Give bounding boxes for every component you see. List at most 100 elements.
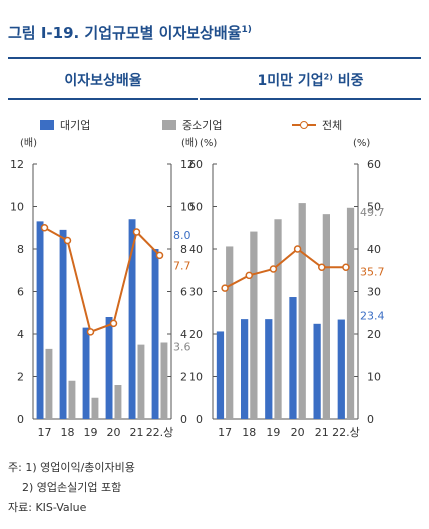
panel1-bar-large-5 xyxy=(337,319,345,419)
panel0-tick-label-left-1: 2 xyxy=(17,371,24,384)
panel0-point-total-0 xyxy=(40,224,49,232)
panel0-bar-sme-1 xyxy=(68,380,76,419)
legend-swatch-large xyxy=(40,120,54,130)
legend-item-total: 전체 xyxy=(292,117,342,133)
panel1-bar-sme-5 xyxy=(346,207,355,419)
panel0-unit-left: (배) xyxy=(20,137,37,149)
legend-swatch-sme xyxy=(162,120,176,130)
panel1-bar-sme-1 xyxy=(250,231,258,419)
panel1-bar-large-0 xyxy=(216,331,225,419)
panel0-tick-label-right-1: 2 xyxy=(180,371,187,384)
panel1-unit-right: (%) xyxy=(353,138,370,149)
panel0-x-label-4: 21 xyxy=(130,426,144,439)
panel0-bar-sme-4 xyxy=(137,344,145,419)
legend-item-sme: 중소기업 xyxy=(162,117,222,133)
panel1-line-total xyxy=(224,247,346,289)
legend-label-sme: 중소기업 xyxy=(182,119,223,132)
panel0-tick-label-right-3: 6 xyxy=(180,286,187,299)
panel1-tick-label-left-5: 50 xyxy=(189,201,203,214)
panel0-tick-label-right-5: 10 xyxy=(180,201,194,214)
legend-label-large: 대기업 xyxy=(60,119,91,132)
panel0-tick-label-right-0: 0 xyxy=(180,413,187,426)
panel1-bar-large-3 xyxy=(289,297,297,419)
panel1-point-total-2 xyxy=(269,265,278,273)
panel1-bar-sme-0 xyxy=(226,246,234,419)
panel1-bar-sme-4 xyxy=(322,214,330,419)
panel1-x-label-1: 18 xyxy=(242,426,256,439)
panel1-tick-label-left-4: 40 xyxy=(189,243,203,256)
right-panel-title: 1미만 기업2) 비중 xyxy=(257,72,364,89)
panel0-bar-large-1 xyxy=(59,229,67,419)
panel1-bar-large-2 xyxy=(265,319,273,419)
panel0-point-total-1 xyxy=(63,236,72,245)
figure-notes: 주: 1) 영업이익/총이자비용 2) 영업손실기업 포함 자료: KIS-Va… xyxy=(8,458,135,518)
panel1-tick-label-right-1: 10 xyxy=(367,371,381,384)
right-panel-rule xyxy=(200,98,421,100)
panel0-bar-large-5 xyxy=(151,249,159,419)
panel1-unit-left: (%) xyxy=(200,138,217,149)
panel0-bar-large-4 xyxy=(128,219,136,419)
panel0-bar-large-3 xyxy=(105,317,113,419)
panel1-tick-label-left-3: 30 xyxy=(189,286,203,299)
panel1-tick-label-left-6: 60 xyxy=(189,158,203,171)
panel0-bar-large-0 xyxy=(36,221,44,419)
panel0-tick-label-right-4: 8 xyxy=(180,243,187,256)
panel1-point-total-1 xyxy=(245,271,253,280)
panel1-bar-large-1 xyxy=(241,319,249,419)
panel0-x-label-0: 17 xyxy=(38,426,52,439)
panel1-x-label-0: 17 xyxy=(218,426,232,439)
panel0-line-total xyxy=(44,226,161,334)
panel1-point-total-4 xyxy=(318,263,326,272)
panel0-point-total-2 xyxy=(86,328,95,336)
panel1-tick-label-left-0: 0 xyxy=(196,413,203,426)
panel0-point-total-3 xyxy=(109,319,118,328)
legend-item-large: 대기업 xyxy=(40,117,90,133)
panel1-end-label-0: 49.7 xyxy=(360,206,385,219)
chart-legend: 대기업 중소기업 전체 xyxy=(0,117,429,133)
title-rule xyxy=(8,57,421,59)
panel1-tick-label-right-0: 0 xyxy=(367,413,374,426)
panel0-tick-label-left-2: 4 xyxy=(17,328,24,341)
note-2: 2) 영업손실기업 포함 xyxy=(22,481,122,494)
panel0-tick-label-left-4: 8 xyxy=(17,243,24,256)
panel1-tick-label-left-2: 20 xyxy=(189,328,203,341)
panel1-tick-label-right-3: 30 xyxy=(367,286,381,299)
panel0-x-label-2: 19 xyxy=(84,426,98,439)
panel0-end-label-2: 3.6 xyxy=(173,341,191,354)
panel0-bar-large-2 xyxy=(82,327,90,419)
panel0-x-label-1: 18 xyxy=(61,426,75,439)
panel0-tick-label-left-6: 12 xyxy=(10,158,24,171)
panel0-x-label-5: 22.상 xyxy=(146,426,174,439)
panel1-point-total-5 xyxy=(342,263,350,272)
panel1-tick-label-right-4: 40 xyxy=(367,243,381,256)
panel1-tick-label-right-2: 20 xyxy=(367,328,381,341)
panel0-end-label-1: 7.7 xyxy=(173,259,191,272)
left-panel-title: 이자보상배율 xyxy=(64,73,142,89)
panel0-bar-sme-0 xyxy=(45,348,53,419)
panel1-tick-label-right-5: 50 xyxy=(367,201,381,214)
panel1-x-label-4: 21 xyxy=(315,426,329,439)
panel0-bar-sme-2 xyxy=(91,397,99,419)
panel1-bar-sme-3 xyxy=(298,203,306,419)
figure-title: 그림 Ⅰ-19. 기업규모별 이자보상배율1) xyxy=(8,24,252,42)
left-panel-rule xyxy=(8,98,198,100)
panel0-bar-sme-5 xyxy=(160,342,168,419)
panel0-tick-label-right-2: 4 xyxy=(180,328,187,341)
panel1-bar-large-4 xyxy=(313,323,321,419)
source-note: 자료: KIS-Value xyxy=(8,501,87,514)
note-1: 주: 1) 영업이익/총이자비용 xyxy=(8,461,135,474)
panel1-end-label-2: 23.4 xyxy=(360,310,385,323)
panel0-tick-label-left-0: 0 xyxy=(17,413,24,426)
panel0-tick-label-left-3: 6 xyxy=(17,286,24,299)
panel1-x-label-2: 19 xyxy=(266,426,280,439)
panel1-tick-label-left-1: 10 xyxy=(189,371,203,384)
panel0-unit-right: (배) xyxy=(181,137,198,149)
panel1-end-label-1: 35.7 xyxy=(360,265,385,278)
panel0-tick-label-left-5: 10 xyxy=(10,201,24,214)
panel0-tick-label-right-6: 12 xyxy=(180,158,194,171)
panel1-point-total-0 xyxy=(221,284,229,292)
panel1-x-label-5: 22.상 xyxy=(332,426,360,439)
legend-label-total: 전체 xyxy=(322,119,343,132)
legend-swatch-total xyxy=(292,120,316,130)
